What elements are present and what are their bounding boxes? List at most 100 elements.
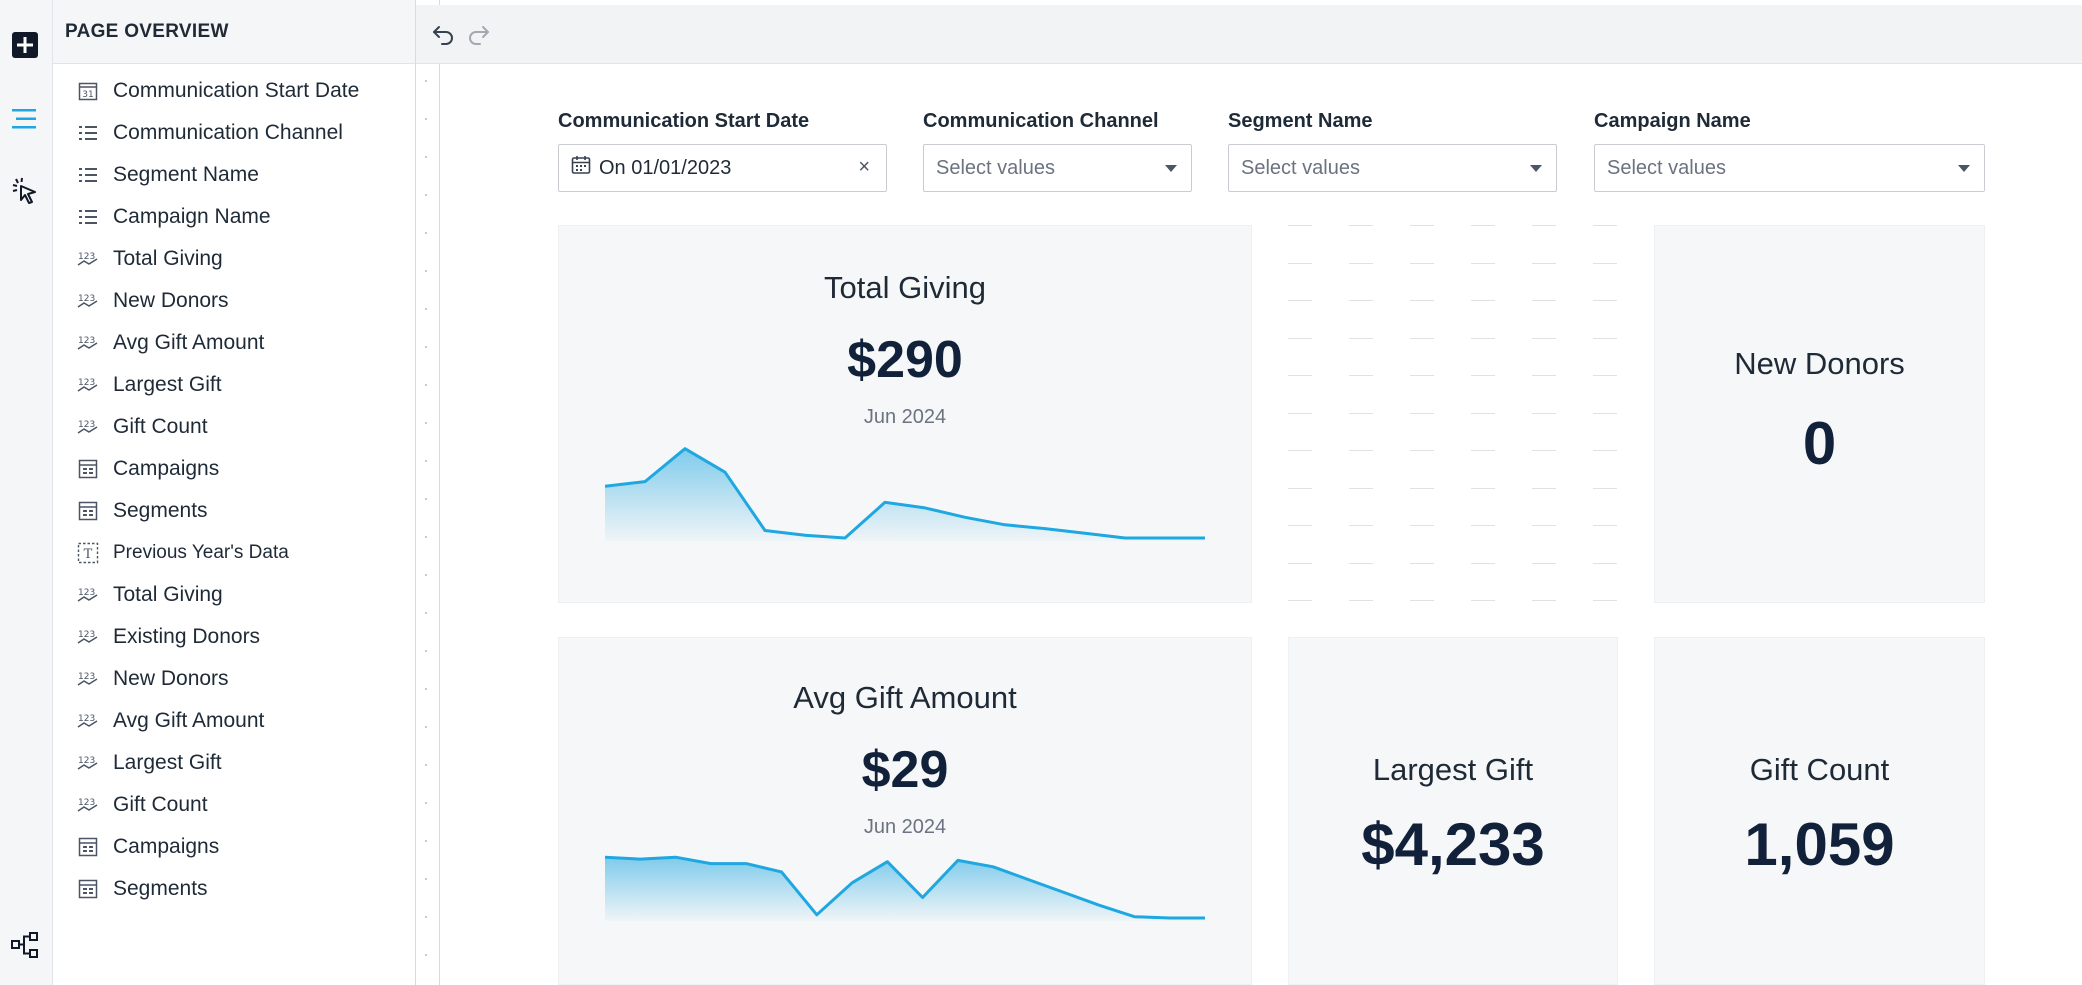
kpi-card-total-giving[interactable]: Total Giving $290 Jun 2024 (558, 225, 1252, 603)
placeholder-dash (1410, 562, 1434, 564)
overview-item-label: Gift Count (113, 415, 208, 438)
list-lines-icon[interactable] (8, 102, 42, 136)
overview-item-label: Largest Gift (113, 373, 222, 396)
overview-item[interactable]: Communication Channel (53, 112, 415, 154)
overview-item-label: Previous Year's Data (113, 542, 289, 563)
overview-item-label: Avg Gift Amount (113, 709, 265, 732)
kpi-card-gift-count[interactable]: Gift Count 1,059 (1654, 637, 1985, 985)
gutter-dot (425, 650, 427, 652)
overview-item[interactable]: 123 New Donors (53, 658, 415, 700)
svg-text:123: 123 (78, 252, 95, 262)
placeholder-dash (1593, 487, 1617, 489)
gutter-dot (425, 118, 427, 120)
placeholder-dash (1410, 262, 1434, 264)
kpi-123-icon: 123 (77, 416, 99, 438)
undo-icon[interactable] (428, 19, 458, 49)
kpi-123-icon: 123 (77, 710, 99, 732)
placeholder-dash (1532, 487, 1556, 489)
kpi-value: 0 (1802, 410, 1837, 477)
overview-item[interactable]: Segments (53, 868, 415, 910)
overview-item[interactable]: Segments (53, 490, 415, 532)
gutter-dot (425, 460, 427, 462)
overview-item[interactable]: Campaigns (53, 448, 415, 490)
kpi-title: Largest Gift (1372, 752, 1534, 787)
kpi-123-icon: 123 (77, 794, 99, 816)
channel-select[interactable]: Select values (923, 144, 1192, 192)
placeholder-dash (1410, 337, 1434, 339)
panel-resize-gutter[interactable] (416, 0, 440, 985)
placeholder-dash (1410, 487, 1434, 489)
placeholder-dash (1288, 412, 1312, 414)
table-icon (77, 458, 99, 480)
kpi-card-avg-gift-amount[interactable]: Avg Gift Amount $29 Jun 2024 (558, 637, 1252, 985)
gutter-dot (425, 498, 427, 500)
date-filter-input[interactable]: On 01/01/2023 × (558, 144, 887, 192)
overview-item-label: New Donors (113, 289, 229, 312)
chevron-down-icon (1958, 165, 1970, 172)
overview-item[interactable]: 31 Communication Start Date (53, 70, 415, 112)
overview-item-label: Segments (113, 877, 208, 900)
placeholder-dash (1593, 337, 1617, 339)
overview-item-label: Communication Start Date (113, 79, 360, 102)
gutter-dot (425, 574, 427, 576)
date-filter-value: On 01/01/2023 (599, 156, 732, 179)
svg-text:123: 123 (78, 714, 95, 724)
sparkline-chart (605, 447, 1205, 541)
overview-item[interactable]: Campaign Name (53, 196, 415, 238)
overview-item-label: Campaigns (113, 457, 220, 480)
overview-item[interactable]: 123 Existing Donors (53, 616, 415, 658)
gutter-dot (425, 916, 427, 918)
kpi-title: Avg Gift Amount (793, 680, 1017, 715)
placeholder-dash (1349, 300, 1373, 301)
sparkline-series-line (605, 447, 1205, 540)
placeholder-dash (1410, 450, 1434, 451)
filter-campaign-name: Campaign Name Select values (1594, 106, 1985, 192)
overview-item[interactable]: 123 Gift Count (53, 406, 415, 448)
placeholder-dash (1532, 525, 1556, 526)
kpi-value: $4,233 (1361, 811, 1545, 878)
overview-item[interactable]: 123 New Donors (53, 280, 415, 322)
placeholder-dash (1471, 225, 1495, 226)
page-overview-list: 31 Communication Start Date Communication … (53, 64, 415, 910)
placeholder-dash (1471, 262, 1495, 264)
kpi-value: $290 (847, 331, 963, 389)
placeholder-dash (1532, 375, 1556, 376)
placeholder-dash (1349, 487, 1373, 489)
text-box-icon: T (77, 542, 99, 564)
cursor-click-icon[interactable] (8, 174, 42, 208)
overview-item[interactable]: 123 Largest Gift (53, 742, 415, 784)
overview-item[interactable]: T Previous Year's Data (53, 532, 415, 574)
kpi-title: Total Giving (824, 270, 986, 305)
placeholder-dash (1532, 412, 1556, 414)
overview-item[interactable]: 123 Largest Gift (53, 364, 415, 406)
overview-item[interactable]: 123 Gift Count (53, 784, 415, 826)
plus-square-icon[interactable] (8, 28, 42, 62)
calendar-icon: 31 (77, 80, 99, 102)
filter-segment-name: Segment Name Select values (1228, 106, 1557, 192)
kpi-card-new-donors[interactable]: New Donors 0 (1654, 225, 1985, 603)
gutter-dot (425, 308, 427, 310)
segment-select[interactable]: Select values (1228, 144, 1557, 192)
overview-item[interactable]: 123 Total Giving (53, 238, 415, 280)
overview-item[interactable]: Segment Name (53, 154, 415, 196)
clear-icon[interactable]: × (858, 156, 870, 178)
placeholder-dash (1532, 300, 1556, 301)
kpi-card-largest-gift[interactable]: Largest Gift $4,233 (1288, 637, 1618, 985)
kpi-123-icon: 123 (77, 248, 99, 270)
placeholder-dash (1288, 600, 1312, 601)
hierarchy-icon[interactable] (8, 928, 42, 962)
gutter-dot (425, 878, 427, 880)
overview-item[interactable]: Campaigns (53, 826, 415, 868)
placeholder-dash (1410, 375, 1434, 376)
redo-icon[interactable] (464, 19, 494, 49)
overview-item-label: Total Giving (113, 583, 223, 606)
overview-item[interactable]: 123 Total Giving (53, 574, 415, 616)
gutter-dot (425, 194, 427, 196)
overview-item[interactable]: 123 Avg Gift Amount (53, 700, 415, 742)
kpi-123-icon: 123 (77, 752, 99, 774)
placeholder-dash (1349, 225, 1373, 226)
placeholder-dash (1288, 562, 1312, 564)
list-filter-icon (77, 206, 99, 228)
overview-item[interactable]: 123 Avg Gift Amount (53, 322, 415, 364)
campaign-select[interactable]: Select values (1594, 144, 1985, 192)
